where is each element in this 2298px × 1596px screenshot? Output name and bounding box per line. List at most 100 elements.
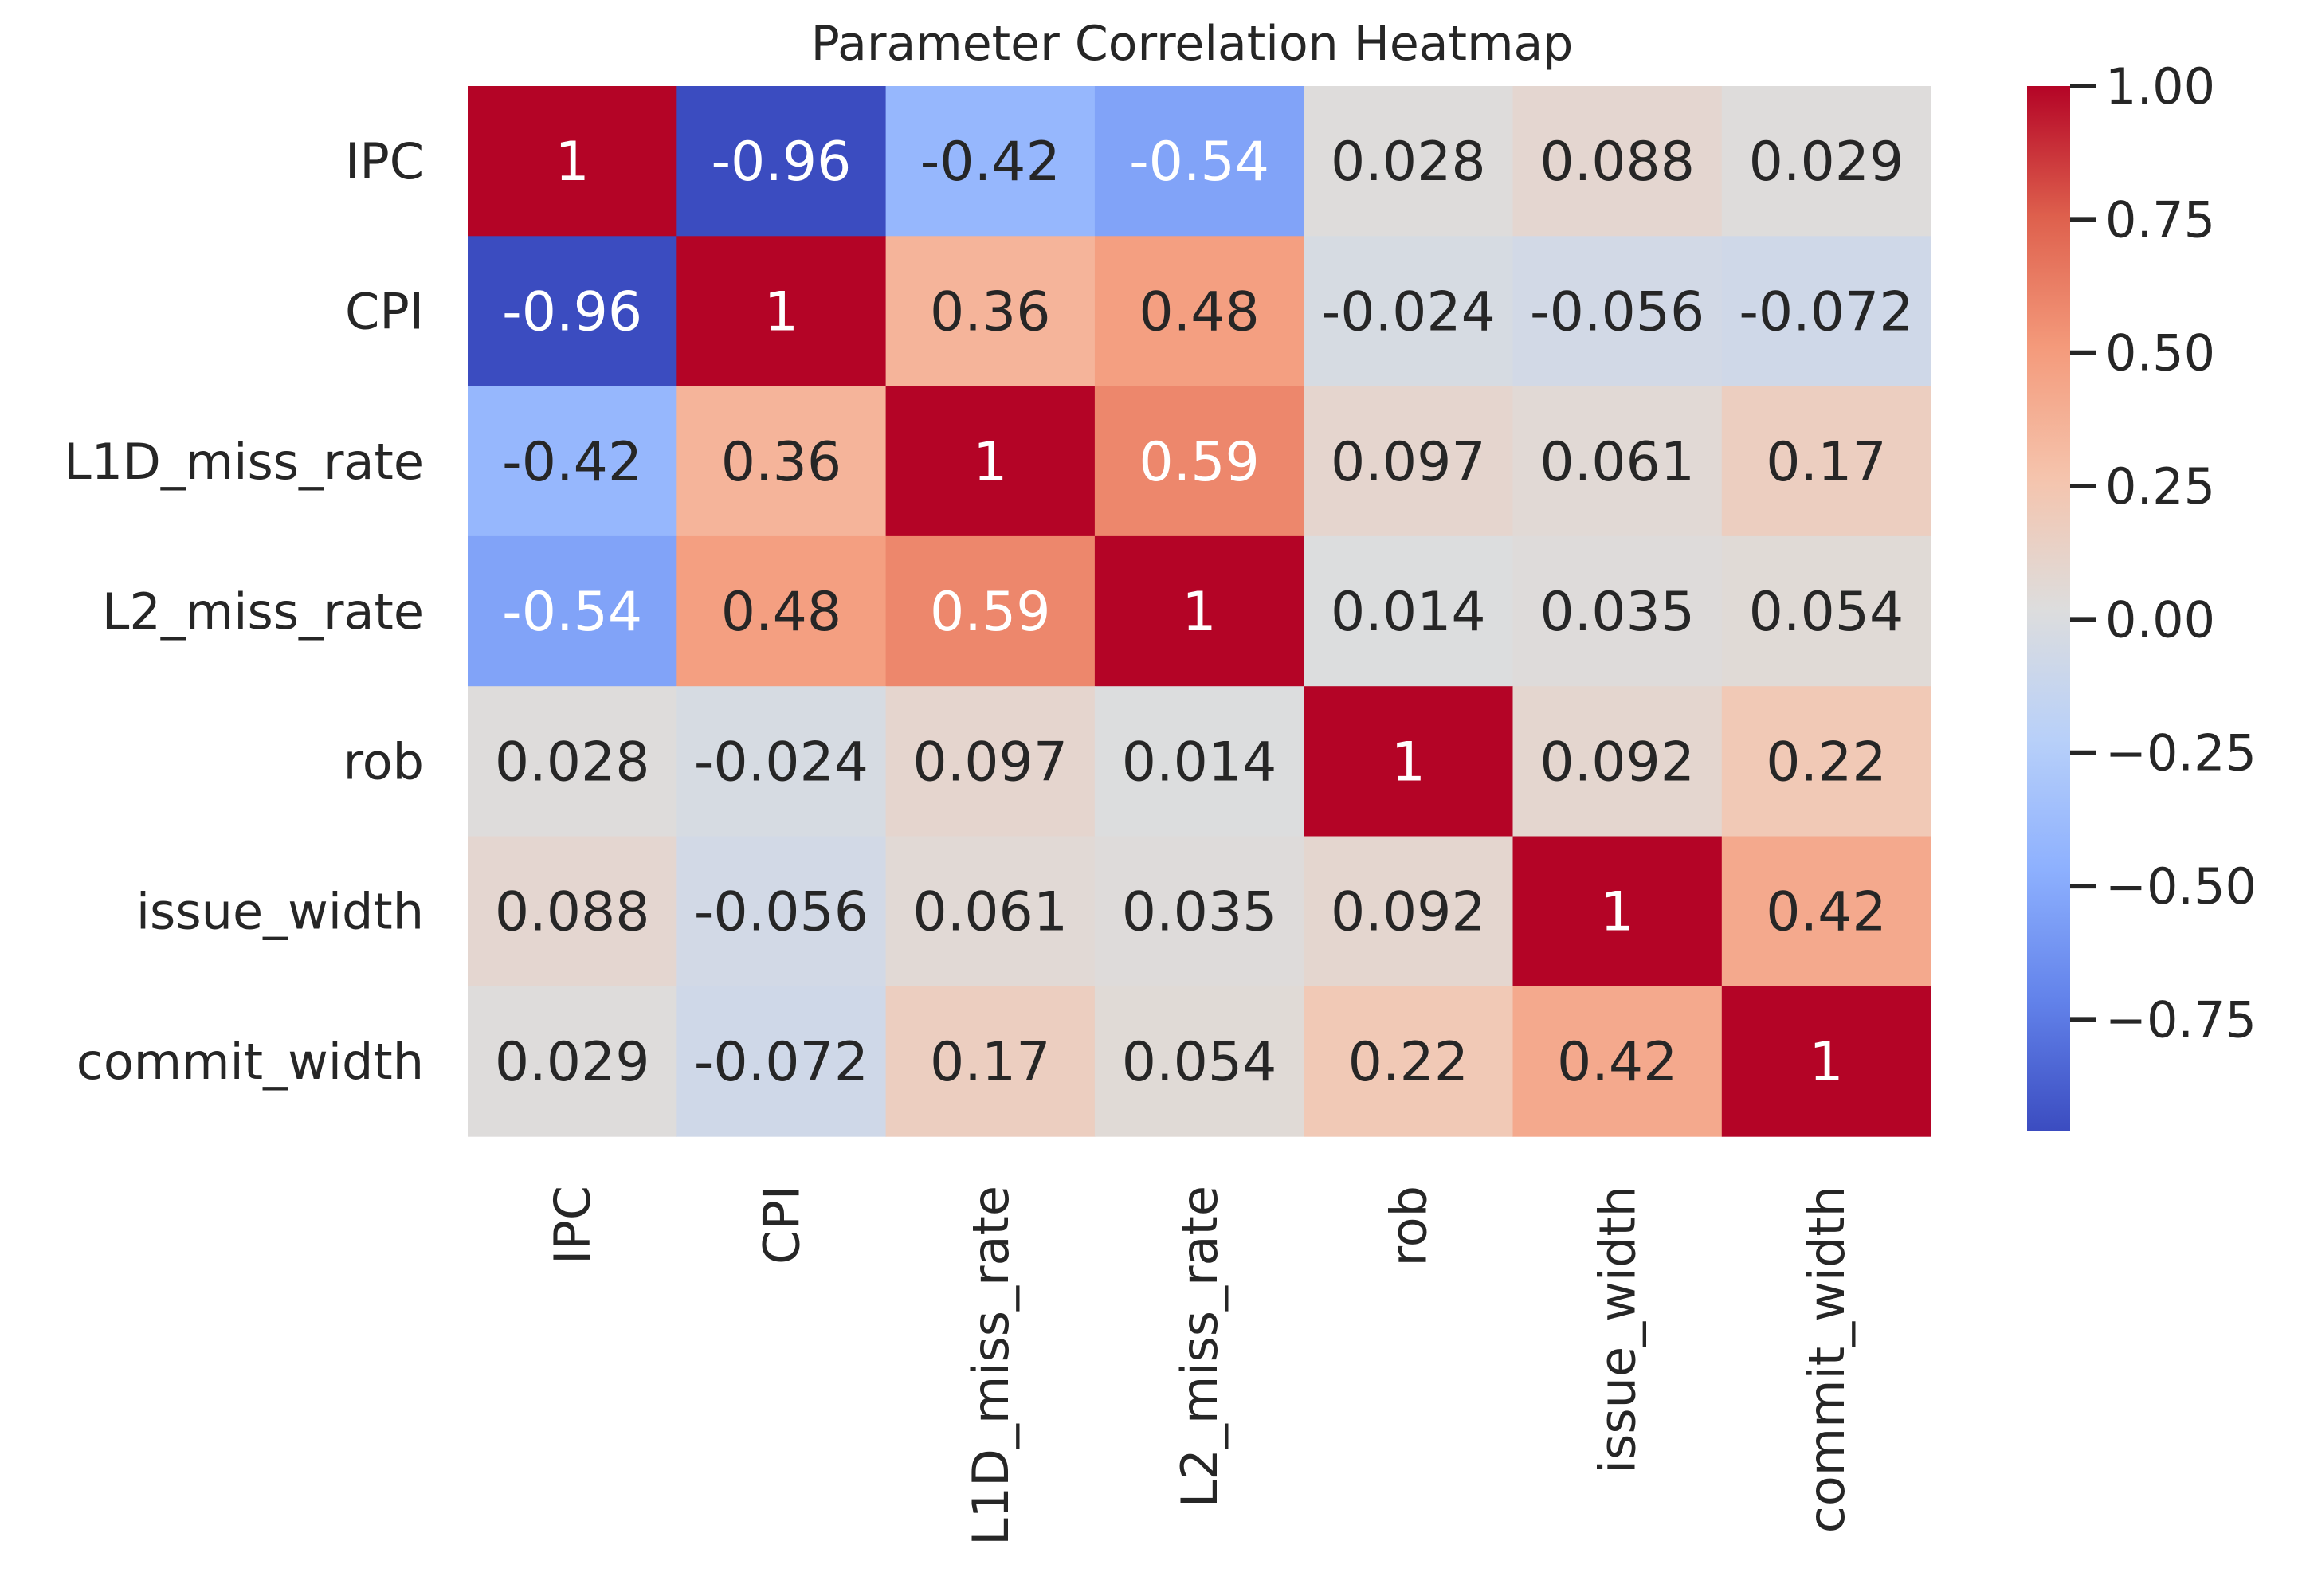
heatmap-cell-label: 0.097 (912, 731, 1068, 794)
chart-title: Parameter Correlation Heatmap (811, 16, 1574, 72)
heatmap-cell (1512, 386, 1723, 537)
heatmap-cell (468, 986, 677, 1137)
heatmap-cell-label: 0.48 (1139, 280, 1259, 343)
y-axis-tick-label: L2_miss_rate (102, 582, 424, 641)
colorbar-tick-label: 0.50 (2105, 324, 2215, 382)
heatmap-cell (885, 986, 1096, 1137)
y-axis-tick-label: IPC (345, 132, 424, 190)
heatmap-cell (1721, 386, 1931, 537)
heatmap-cell (468, 535, 677, 687)
heatmap-cell (1094, 386, 1304, 537)
heatmap-cell (1512, 535, 1723, 687)
heatmap-cell-label: 1 (555, 131, 590, 194)
heatmap-cell (1512, 686, 1723, 837)
heatmap-cell (1721, 686, 1931, 837)
heatmap-cell-labels: 1 -0.96 -0.42 -0.54 0.028 0.088 0.029 -0.96 1 0.3… (495, 131, 1914, 1094)
heatmap-cell (676, 686, 887, 837)
heatmap-cell-label: 0.36 (930, 280, 1050, 343)
heatmap-cell-label: 0.17 (1766, 431, 1886, 494)
x-axis-tick-label: IPC (543, 1186, 602, 1265)
heatmap-cell (1512, 86, 1723, 237)
y-axis-tick-label: commit_width (76, 1033, 424, 1091)
heatmap-cell (1721, 86, 1931, 237)
heatmap-cell-label: 0.088 (495, 881, 650, 944)
heatmap-cell-label: 0.014 (1122, 731, 1277, 794)
heatmap-cell-label: 0.48 (721, 581, 841, 644)
heatmap-cell (1304, 836, 1514, 987)
colorbar-gradient (2027, 86, 2070, 1131)
colorbar-tick-label: −0.75 (2105, 990, 2257, 1049)
heatmap-cell-label: -0.072 (1739, 280, 1913, 343)
heatmap-cell-label: 0.035 (1539, 581, 1695, 644)
x-axis-tick-label: L1D_miss_rate (962, 1186, 1020, 1546)
heatmap-cell-label: 0.029 (1749, 131, 1904, 194)
colorbar: 1.00 0.75 0.50 0.25 0.00 −0.25 −0.50 −0.75 (2027, 57, 2257, 1131)
heatmap-cell (1094, 986, 1304, 1137)
heatmap-cell (1304, 236, 1514, 387)
heatmap-cell (885, 686, 1096, 837)
heatmap-cell (676, 236, 887, 387)
heatmap-cell-label: -0.54 (1129, 131, 1269, 194)
heatmap-cell (885, 236, 1096, 387)
heatmap-cell-label: 0.17 (930, 1031, 1050, 1094)
heatmap-cell-label: 1 (973, 431, 1007, 494)
heatmap-cell (1721, 836, 1931, 987)
heatmap-cell (885, 535, 1096, 687)
heatmap-cell-label: -0.024 (694, 731, 869, 794)
colorbar-tick-label: 0.00 (2105, 590, 2215, 649)
heatmap-cell (885, 386, 1096, 537)
heatmap-cell-label: 0.029 (495, 1031, 650, 1094)
heatmap-cell-label: 0.097 (1331, 431, 1486, 494)
y-axis-tick-label: L1D_miss_rate (64, 433, 424, 491)
heatmap-cell-label: 0.054 (1749, 581, 1904, 644)
heatmap-cell-label: 1 (1182, 581, 1216, 644)
heatmap-cell (1721, 986, 1931, 1137)
y-axis-tick-label: issue_width (136, 883, 424, 941)
heatmap-cell (676, 386, 887, 537)
heatmap-cell-label: 0.092 (1331, 881, 1486, 944)
heatmap-cell-label: 1 (1391, 731, 1425, 794)
x-axis-tick-label: L2_miss_rate (1171, 1186, 1229, 1508)
heatmap-cells (468, 86, 1931, 1137)
heatmap-cell-label: 0.59 (1139, 431, 1259, 494)
colorbar-tick-label: −0.25 (2105, 724, 2257, 782)
y-axis-tick-label: rob (343, 732, 424, 790)
heatmap-cell (676, 836, 887, 987)
heatmap-cell-label: 0.42 (1557, 1031, 1677, 1094)
colorbar-tick-label: −0.50 (2105, 857, 2257, 916)
heatmap-cell-label: 0.092 (1539, 731, 1695, 794)
heatmap-cell (1721, 535, 1931, 687)
heatmap-cell (1721, 236, 1931, 387)
heatmap-cell (1304, 986, 1514, 1137)
heatmap-cell-label: 1 (1600, 881, 1634, 944)
heatmap-cell-label: -0.96 (711, 131, 851, 194)
colorbar-tick-label: 1.00 (2105, 57, 2215, 116)
heatmap-cell (1094, 535, 1304, 687)
x-axis-tick-label: commit_width (1798, 1186, 1856, 1533)
heatmap-cell (1094, 686, 1304, 837)
heatmap-cell (468, 836, 677, 987)
colorbar-tick-label: 0.25 (2105, 457, 2215, 516)
heatmap-cell-label: -0.056 (1530, 280, 1704, 343)
heatmap-cell (1094, 236, 1304, 387)
heatmap-cell (1512, 836, 1723, 987)
heatmap-cell-label: 1 (1809, 1031, 1843, 1094)
heatmap-cell-label: 0.028 (1331, 131, 1486, 194)
heatmap-cell (1304, 386, 1514, 537)
heatmap-cell-label: 0.59 (930, 581, 1050, 644)
heatmap-cell (676, 86, 887, 237)
heatmap-cell-label: -0.96 (502, 280, 642, 343)
heatmap-cell-label: -0.42 (502, 431, 642, 494)
colorbar-ticks: 1.00 0.75 0.50 0.25 0.00 −0.25 −0.50 −0.75 (2070, 57, 2257, 1049)
heatmap-cell-label: 0.061 (912, 881, 1068, 944)
heatmap-cell-label: -0.024 (1321, 280, 1496, 343)
heatmap-cell (885, 836, 1096, 987)
heatmap-cell (1094, 86, 1304, 237)
heatmap-cell (468, 236, 677, 387)
heatmap-cell-label: -0.42 (920, 131, 1061, 194)
heatmap-cell-label: 0.028 (495, 731, 650, 794)
heatmap-cell (676, 535, 887, 687)
heatmap-cell-label: 0.035 (1122, 881, 1277, 944)
